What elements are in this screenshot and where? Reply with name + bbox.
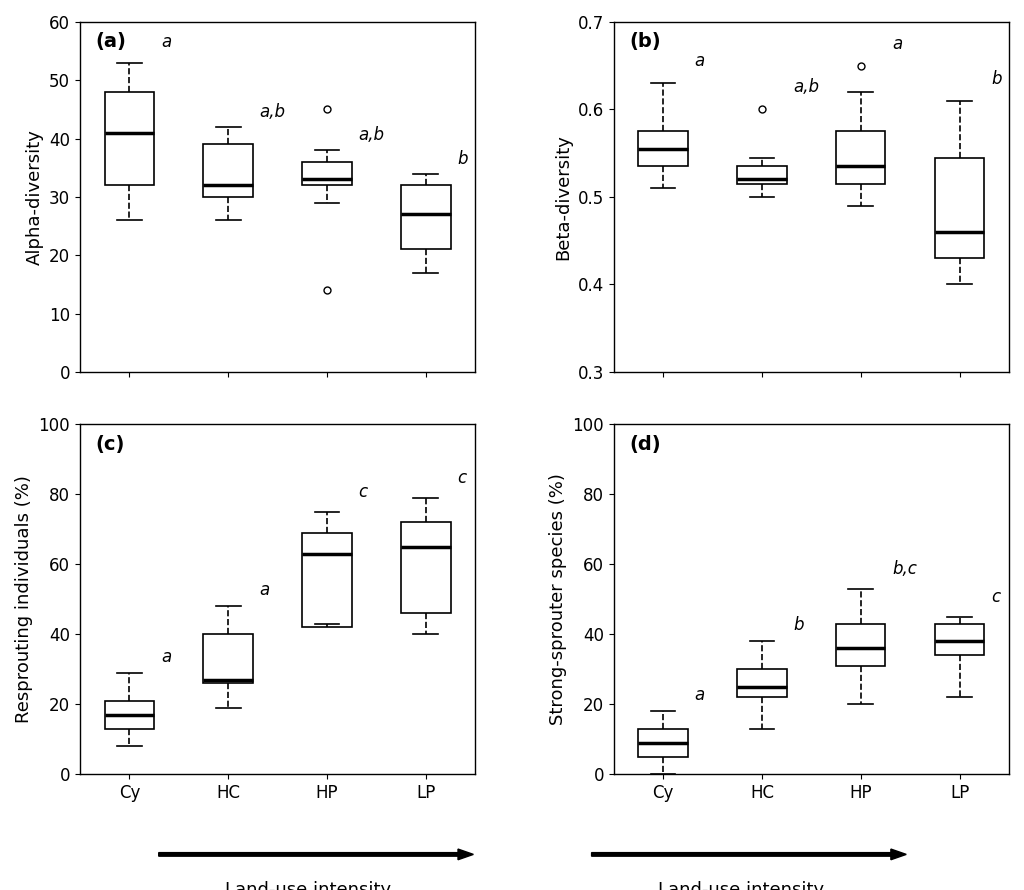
Text: c: c <box>358 483 368 501</box>
Text: Land-use intensity: Land-use intensity <box>225 881 391 890</box>
PathPatch shape <box>935 624 984 655</box>
Text: a,b: a,b <box>358 126 385 144</box>
Y-axis label: Beta-diversity: Beta-diversity <box>554 134 572 260</box>
Text: a: a <box>892 35 902 53</box>
Text: a,b: a,b <box>260 103 286 121</box>
Text: a: a <box>161 33 171 51</box>
Text: (b): (b) <box>630 33 662 52</box>
Text: b,c: b,c <box>892 561 918 579</box>
PathPatch shape <box>836 132 886 184</box>
PathPatch shape <box>737 166 786 184</box>
Text: c: c <box>458 469 467 488</box>
Text: (d): (d) <box>630 435 662 454</box>
PathPatch shape <box>204 144 253 197</box>
Text: a: a <box>694 53 705 70</box>
Text: b: b <box>794 617 804 635</box>
PathPatch shape <box>302 162 351 185</box>
Text: a: a <box>161 648 171 666</box>
PathPatch shape <box>935 158 984 258</box>
PathPatch shape <box>401 185 451 249</box>
Text: a: a <box>694 686 705 704</box>
Text: b: b <box>458 150 468 168</box>
PathPatch shape <box>302 533 351 627</box>
PathPatch shape <box>104 92 154 185</box>
PathPatch shape <box>836 624 886 666</box>
Text: a: a <box>260 581 270 599</box>
Text: a,b: a,b <box>794 78 819 96</box>
Text: (a): (a) <box>95 33 127 52</box>
PathPatch shape <box>737 669 786 698</box>
Text: Land-use intensity: Land-use intensity <box>658 881 824 890</box>
Text: c: c <box>991 588 1000 606</box>
Text: (c): (c) <box>95 435 125 454</box>
PathPatch shape <box>638 729 688 756</box>
PathPatch shape <box>401 522 451 613</box>
Y-axis label: Strong-sprouter species (%): Strong-sprouter species (%) <box>549 473 566 725</box>
PathPatch shape <box>638 132 688 166</box>
PathPatch shape <box>104 700 154 729</box>
Y-axis label: Resprouting individuals (%): Resprouting individuals (%) <box>15 475 33 724</box>
Y-axis label: Alpha-diversity: Alpha-diversity <box>26 129 43 265</box>
Text: b: b <box>991 69 1001 87</box>
PathPatch shape <box>204 635 253 684</box>
